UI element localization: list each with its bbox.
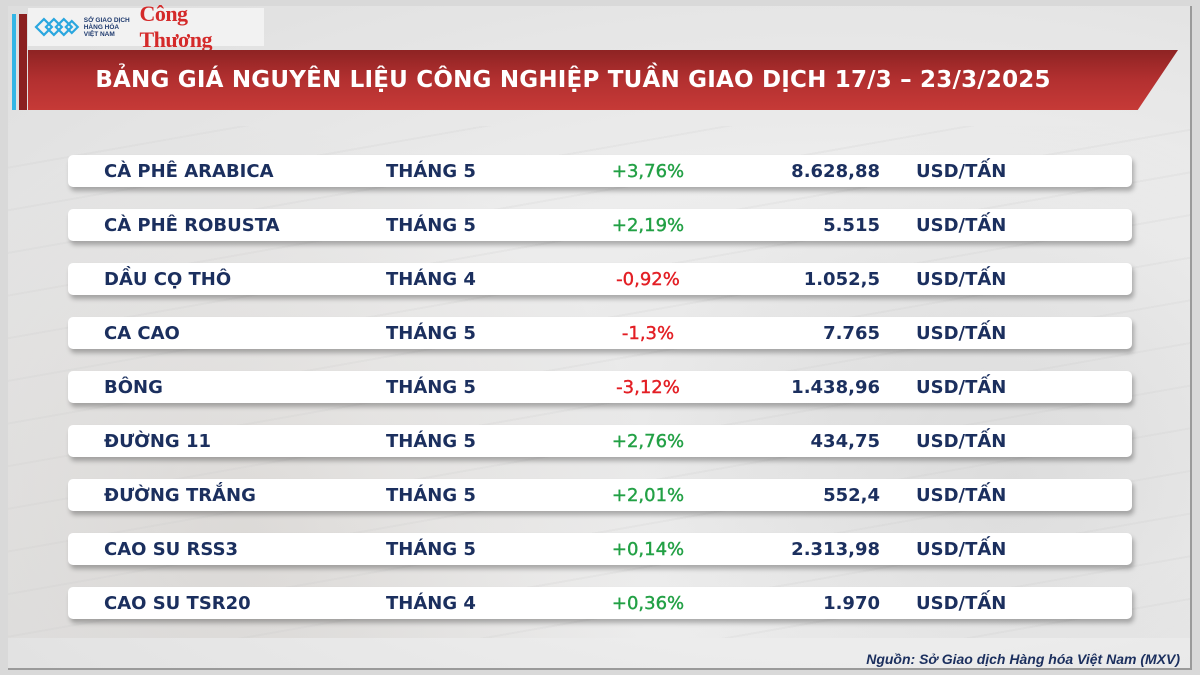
contract-month: THÁNG 5 bbox=[386, 538, 476, 560]
closing-price: 434,75 bbox=[810, 430, 880, 452]
contract-month: THÁNG 4 bbox=[386, 592, 476, 614]
weekly-change: +0,14% bbox=[611, 538, 685, 560]
commodity-name: CAO SU TSR20 bbox=[104, 592, 251, 614]
mxv-logo-icon bbox=[34, 17, 80, 37]
price-unit: USD/TẤN bbox=[916, 484, 1007, 506]
commodity-name: BÔNG bbox=[104, 376, 163, 398]
table-row: DẦU CỌ THÔ THÁNG 4 -0,92% 1.052,5 USD/TẤN bbox=[68, 263, 1132, 295]
price-unit: USD/TẤN bbox=[916, 376, 1007, 398]
commodity-name: CÀ PHÊ ARABICA bbox=[104, 160, 274, 182]
mxv-logo-text: SỞ GIAO DỊCH HÀNG HÓA VIỆT NAM bbox=[84, 17, 136, 38]
commodity-name: CÀ PHÊ ROBUSTA bbox=[104, 214, 280, 236]
price-unit: USD/TẤN bbox=[916, 538, 1007, 560]
price-unit: USD/TẤN bbox=[916, 214, 1007, 236]
closing-price: 7.765 bbox=[823, 322, 880, 344]
table-row: CAO SU RSS3 THÁNG 5 +0,14% 2.313,98 USD/TẤN bbox=[68, 533, 1132, 565]
price-unit: USD/TẤN bbox=[916, 430, 1007, 452]
contract-month: THÁNG 5 bbox=[386, 430, 476, 452]
weekly-change: -0,92% bbox=[616, 268, 680, 290]
price-unit: USD/TẤN bbox=[916, 160, 1007, 182]
price-table: CÀ PHÊ ARABICA THÁNG 5 +3,76% 8.628,88 USD/T… bbox=[68, 155, 1132, 619]
table-row: CÀ PHÊ ROBUSTA THÁNG 5 +2,19% 5.515 USD/TẤN bbox=[68, 209, 1132, 241]
logo-header: SỞ GIAO DỊCH HÀNG HÓA VIỆT NAM Công Thươ… bbox=[28, 1, 264, 52]
closing-price: 1.970 bbox=[823, 592, 880, 614]
price-unit: USD/TẤN bbox=[916, 322, 1007, 344]
closing-price: 2.313,98 bbox=[791, 538, 880, 560]
weekly-change: +0,36% bbox=[611, 592, 685, 614]
closing-price: 5.515 bbox=[823, 214, 880, 236]
weekly-change: -3,12% bbox=[616, 376, 680, 398]
commodity-name: CA CAO bbox=[104, 322, 180, 344]
commodity-name: ĐƯỜNG TRẮNG bbox=[104, 484, 256, 506]
contract-month: THÁNG 5 bbox=[386, 376, 476, 398]
table-row: CAO SU TSR20 THÁNG 4 +0,36% 1.970 USD/TẤN bbox=[68, 587, 1132, 619]
closing-price: 1.052,5 bbox=[803, 268, 880, 290]
logo-org-line3: VIỆT NAM bbox=[83, 30, 115, 38]
price-unit: USD/TẤN bbox=[916, 268, 1007, 290]
contract-month: THÁNG 5 bbox=[386, 322, 476, 344]
logo-org-line1: SỞ GIAO DỊCH bbox=[83, 16, 130, 24]
congthuong-logo: Công Thương bbox=[139, 1, 212, 52]
table-row: CA CAO THÁNG 5 -1,3% 7.765 USD/TẤN bbox=[68, 317, 1132, 349]
accent-bar-blue bbox=[12, 14, 16, 110]
page-title: BẢNG GIÁ NGUYÊN LIỆU CÔNG NGHIỆP TUẦN GI… bbox=[95, 67, 1051, 93]
weekly-change: -1,3% bbox=[621, 322, 675, 344]
table-row: ĐƯỜNG 11 THÁNG 5 +2,76% 434,75 USD/TẤN bbox=[68, 425, 1132, 457]
commodity-name: ĐƯỜNG 11 bbox=[104, 430, 211, 452]
table-row: ĐƯỜNG TRẮNG THÁNG 5 +2,01% 552,4 USD/TẤN bbox=[68, 479, 1132, 511]
weekly-change: +2,19% bbox=[611, 214, 685, 236]
commodity-name: CAO SU RSS3 bbox=[104, 538, 239, 560]
closing-price: 8.628,88 bbox=[791, 160, 880, 182]
logo-org-line2: HÀNG HÓA bbox=[83, 23, 120, 31]
weekly-change: +3,76% bbox=[611, 160, 685, 182]
weekly-change: +2,76% bbox=[611, 430, 685, 452]
table-row: BÔNG THÁNG 5 -3,12% 1.438,96 USD/TẤN bbox=[68, 371, 1132, 403]
commodity-name: DẦU CỌ THÔ bbox=[104, 268, 232, 290]
contract-month: THÁNG 4 bbox=[386, 268, 476, 290]
contract-month: THÁNG 5 bbox=[386, 214, 476, 236]
table-row: CÀ PHÊ ARABICA THÁNG 5 +3,76% 8.628,88 USD/T… bbox=[68, 155, 1132, 187]
contract-month: THÁNG 5 bbox=[386, 160, 476, 182]
closing-price: 552,4 bbox=[823, 484, 880, 506]
title-banner: BẢNG GIÁ NGUYÊN LIỆU CÔNG NGHIỆP TUẦN GI… bbox=[28, 50, 1178, 110]
weekly-change: +2,01% bbox=[611, 484, 685, 506]
source-note: Nguồn: Sở Giao dịch Hàng hóa Việt Nam (M… bbox=[866, 651, 1180, 667]
price-unit: USD/TẤN bbox=[916, 592, 1007, 614]
closing-price: 1.438,96 bbox=[791, 376, 880, 398]
accent-bar-red bbox=[19, 14, 27, 110]
contract-month: THÁNG 5 bbox=[386, 484, 476, 506]
